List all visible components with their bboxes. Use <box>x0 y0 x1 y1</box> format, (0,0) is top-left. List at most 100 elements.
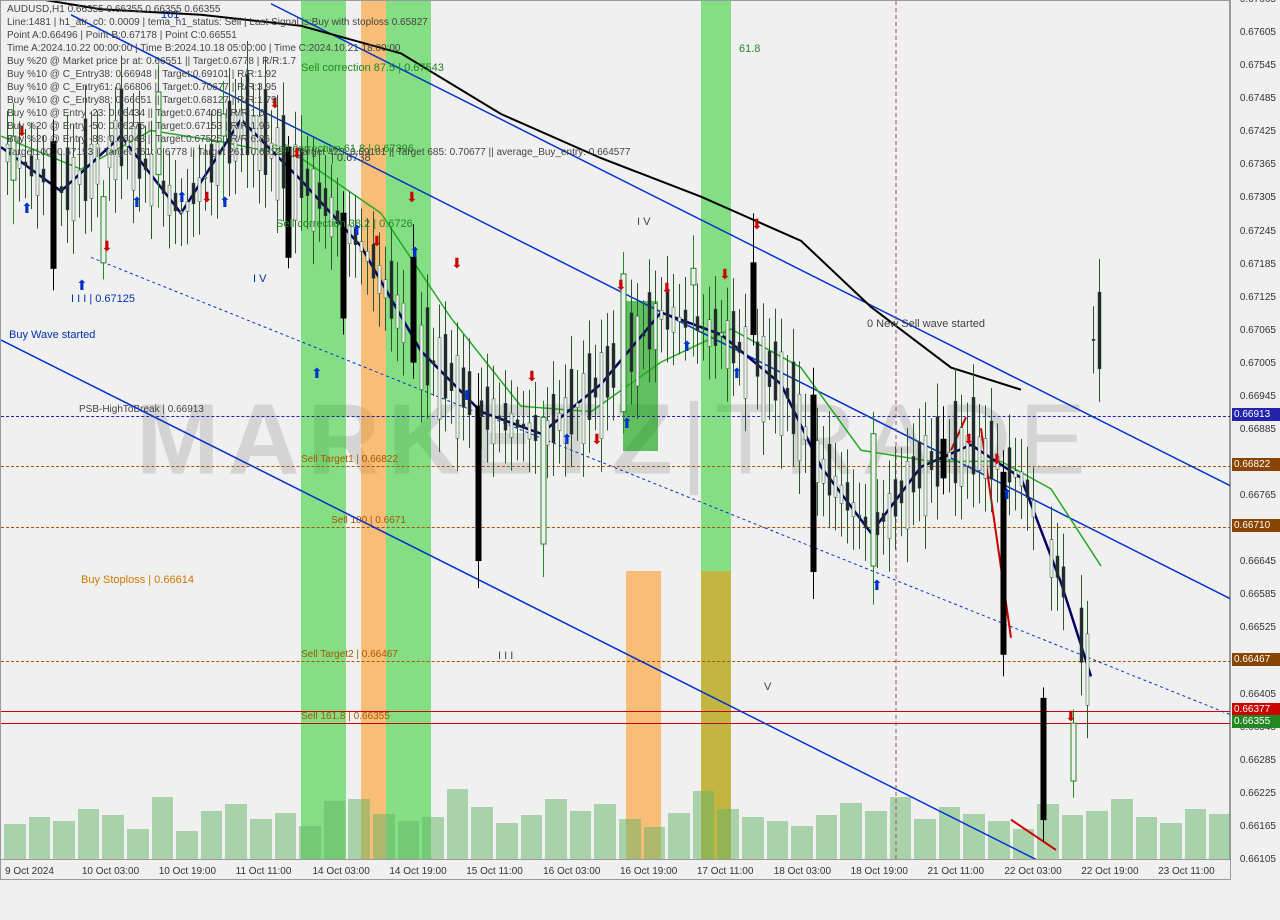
x-tick: 9 Oct 2024 <box>5 866 54 877</box>
arrow-down-icon: ⬇ <box>451 255 463 272</box>
x-tick: 11 Oct 11:00 <box>236 866 292 877</box>
arrow-up-icon: ⬆ <box>76 277 88 294</box>
arrow-up-icon: ⬆ <box>409 244 421 261</box>
level-label: PSB-HighToBreak | 0.66913 <box>79 404 204 415</box>
volume-bar <box>865 811 887 859</box>
y-tick: 0.67245 <box>1240 226 1276 237</box>
chart-annotation: I I I <box>498 650 513 662</box>
info-line: Line:1481 | h1_atr_c0: 0.0009 | tema_h1_… <box>7 16 631 29</box>
horizontal-level <box>1 466 1231 467</box>
x-tick: 14 Oct 03:00 <box>313 866 370 877</box>
y-tick: 0.67425 <box>1240 126 1276 137</box>
volume-bar <box>299 826 321 859</box>
x-tick: 15 Oct 11:00 <box>466 866 523 877</box>
volume-bar <box>496 823 518 859</box>
info-line: Buy %10 @ Entry -23: 0.66434 || Target:0… <box>7 107 631 120</box>
volume-bar <box>201 811 223 859</box>
x-axis: 9 Oct 202410 Oct 03:0010 Oct 19:0011 Oct… <box>1 859 1231 879</box>
arrow-down-icon: ⬇ <box>719 266 731 283</box>
volume-bar <box>693 791 715 859</box>
volume-bar <box>29 817 51 859</box>
info-line: Buy %20 @ Entry -88: 0.66043 || Target:0… <box>7 133 631 146</box>
volume-bar <box>373 814 395 859</box>
volume-bar <box>939 807 961 859</box>
vertical-zone <box>626 571 661 861</box>
arrow-up-icon: ⬆ <box>131 194 143 211</box>
volume-bar <box>840 803 862 859</box>
x-tick: 18 Oct 19:00 <box>851 866 908 877</box>
arrow-down-icon: ⬇ <box>526 368 538 385</box>
price-badge: 0.66710 <box>1232 519 1280 532</box>
level-label: Sell 100 | 0.6671 <box>331 515 406 526</box>
volume-bar <box>127 829 149 859</box>
volume-bar <box>1111 799 1133 859</box>
y-tick: 0.67485 <box>1240 93 1276 104</box>
volume-bar <box>1160 823 1182 859</box>
volume-bar <box>767 821 789 859</box>
y-tick: 0.66885 <box>1240 424 1276 435</box>
arrow-down-icon: ⬇ <box>406 189 418 206</box>
volume-bar <box>53 821 75 859</box>
info-line: Buy %10 @ C_Entry38: 0.66948 || Target:0… <box>7 68 631 81</box>
arrow-down-icon: ⬇ <box>963 431 975 448</box>
x-tick: 18 Oct 03:00 <box>774 866 831 877</box>
info-line: Buy %10 @ C_Entry88: 0.66651 || Target:0… <box>7 94 631 107</box>
horizontal-level <box>1 723 1231 724</box>
volume-bar <box>644 827 666 859</box>
volume-bar <box>717 809 739 859</box>
info-line: Point A:0.66496 | Point B:0.67178 | Poin… <box>7 29 631 42</box>
volume-bar <box>545 799 567 859</box>
y-tick: 0.67305 <box>1240 192 1276 203</box>
volume-bar <box>4 824 26 859</box>
y-tick: 0.66165 <box>1240 821 1276 832</box>
info-line: Target100: 0.67153 || Target 161: 0.6778… <box>7 146 631 159</box>
volume-bar <box>324 801 346 859</box>
x-tick: 10 Oct 19:00 <box>159 866 216 877</box>
arrow-up-icon: ⬆ <box>311 365 323 382</box>
chart-annotation: 61.8 <box>739 43 760 55</box>
x-tick: 22 Oct 19:00 <box>1081 866 1138 877</box>
level-label: Sell 161.8 | 0.66355 <box>301 711 390 722</box>
arrow-up-icon: ⬆ <box>21 200 33 217</box>
arrow-up-icon: ⬆ <box>219 194 231 211</box>
arrow-down-icon: ⬇ <box>615 277 627 294</box>
y-tick: 0.67545 <box>1240 60 1276 71</box>
chart-container[interactable]: MARKETZ|TRADE PSB-HighToBreak | 0.66913 S… <box>0 0 1230 880</box>
arrow-down-icon: ⬇ <box>371 233 383 250</box>
chart-annotation: Buy Wave started <box>9 329 95 341</box>
arrow-up-icon: ⬆ <box>681 338 693 355</box>
y-tick: 0.67365 <box>1240 159 1276 170</box>
y-tick: 0.66405 <box>1240 689 1276 700</box>
x-tick: 14 Oct 19:00 <box>389 866 446 877</box>
volume-bar <box>152 797 174 859</box>
volume-bar <box>619 819 641 859</box>
arrow-down-icon: ⬇ <box>661 280 673 297</box>
arrow-down-icon: ⬇ <box>1065 708 1077 725</box>
chart-annotation: I I I | 0.67125 <box>71 293 135 305</box>
volume-bar <box>1037 804 1059 859</box>
arrow-up-icon: ⬆ <box>621 415 633 432</box>
x-tick: 23 Oct 11:00 <box>1158 866 1215 877</box>
volume-bar <box>275 813 297 859</box>
watermark: MARKETZ|TRADE <box>136 383 1094 498</box>
y-tick: 0.66585 <box>1240 589 1276 600</box>
horizontal-level <box>1 711 1231 712</box>
horizontal-level <box>1 416 1231 417</box>
x-tick: 17 Oct 11:00 <box>697 866 754 877</box>
chart-annotation: 0 New Sell wave started <box>867 318 985 330</box>
info-line: Time A:2024.10.22 00:00:00 | Time B:2024… <box>7 42 631 55</box>
arrow-down-icon: ⬇ <box>201 189 213 206</box>
info-panel: AUDUSD,H1 0.66355 0.66355 0.66355 0.6635… <box>7 3 631 159</box>
volume-bar <box>471 807 493 859</box>
volume-bar <box>742 817 764 859</box>
volume-bar <box>1209 814 1231 859</box>
volume-bar <box>398 821 420 859</box>
arrow-up-icon: ⬆ <box>561 431 573 448</box>
x-tick: 22 Oct 03:00 <box>1004 866 1061 877</box>
x-tick: 21 Oct 11:00 <box>928 866 985 877</box>
price-badge: 0.66467 <box>1232 653 1280 666</box>
x-tick: 16 Oct 03:00 <box>543 866 600 877</box>
info-line: Buy %20 @ Market price or at: 0.66551 ||… <box>7 55 631 68</box>
y-tick: 0.67005 <box>1240 358 1276 369</box>
info-line: Buy %20 @ Entry -50: 0.66275 || Target:0… <box>7 120 631 133</box>
